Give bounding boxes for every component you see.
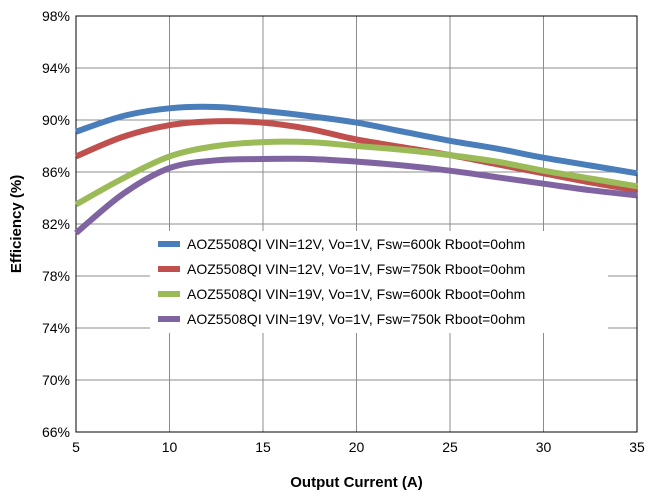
y-axis-title: Efficiency (%) [8, 175, 25, 273]
x-tick-label: 30 [536, 439, 552, 455]
y-tick-label: 78% [42, 268, 70, 284]
y-tick-label: 82% [42, 216, 70, 232]
legend-label-2: AOZ5508QI VIN=12V, Vo=1V, Fsw=750k Rboot… [187, 261, 525, 277]
y-tick-label: 66% [42, 424, 70, 440]
y-tick-label: 86% [42, 164, 70, 180]
legend-label-4: AOZ5508QI VIN=19V, Vo=1V, Fsw=750k Rboot… [187, 311, 525, 327]
x-axis-tick-labels: 5 10 15 20 25 30 35 [72, 439, 645, 455]
y-tick-label: 70% [42, 372, 70, 388]
legend: AOZ5508QI VIN=12V, Vo=1V, Fsw=600k Rboot… [150, 231, 608, 333]
legend-box [150, 231, 608, 333]
y-axis-tick-labels: 66% 70% 74% 78% 82% 86% 90% 94% 98% [42, 8, 70, 440]
x-tick-label: 5 [72, 439, 80, 455]
y-tick-label: 98% [42, 8, 70, 24]
series-line-1 [75, 103, 638, 177]
series-line-3 [74, 138, 638, 208]
series-lines [74, 103, 638, 236]
series-line-4 [74, 155, 638, 236]
legend-label-1: AOZ5508QI VIN=12V, Vo=1V, Fsw=600k Rboot… [187, 236, 525, 252]
y-tick-label: 90% [42, 112, 70, 128]
plot-area-border [75, 15, 638, 433]
legend-label-3: AOZ5508QI VIN=19V, Vo=1V, Fsw=600k Rboot… [187, 286, 525, 302]
x-axis-title: Output Current (A) [290, 474, 422, 491]
y-tick-label: 94% [42, 60, 70, 76]
x-tick-label: 35 [629, 439, 645, 455]
x-tick-label: 20 [349, 439, 365, 455]
x-tick-label: 25 [442, 439, 458, 455]
y-tick-label: 74% [42, 320, 70, 336]
x-tick-label: 15 [255, 439, 271, 455]
x-tick-label: 10 [162, 439, 178, 455]
